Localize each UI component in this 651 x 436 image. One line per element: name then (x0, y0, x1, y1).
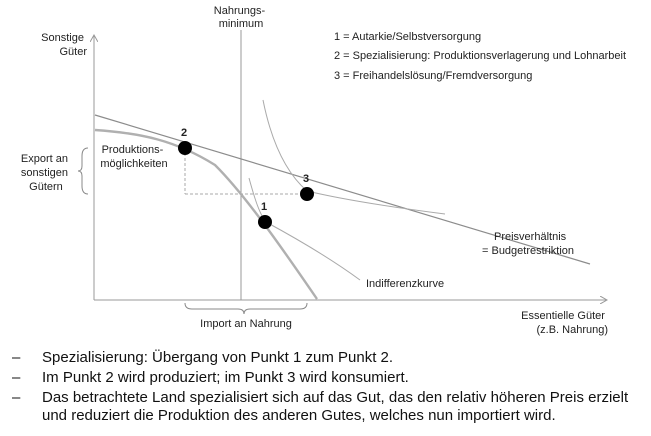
bullet-text: Im Punkt 2 wird produziert; im Punkt 3 w… (42, 369, 409, 386)
production-possibilities-label: Produktions- möglichkeiten (100, 144, 167, 170)
price-ratio-label: Preisverhältnis = Budgetrestriktion (482, 231, 574, 257)
bullet-item: – Das betrachtete Land spezialisiert sic… (12, 389, 642, 425)
y-axis-label: Sonstige Güter (41, 32, 87, 58)
import-label: Import an Nahrung (200, 318, 292, 330)
bullet-list: – Spezialisierung: Übergang von Punkt 1 … (12, 349, 642, 427)
bullet-text: Das betrachtete Land spezialisiert sich … (42, 389, 629, 424)
point-1-marker (258, 215, 272, 229)
legend-item-3: 3 = Freihandelslösung/Fremdversorgung (334, 70, 532, 82)
point-3-marker (300, 187, 314, 201)
export-brace (77, 147, 89, 195)
indifference-curve-upper (262, 99, 446, 215)
bullet-item: – Im Punkt 2 wird produziert; im Punkt 3… (12, 369, 642, 387)
bullet-item: – Spezialisierung: Übergang von Punkt 1 … (12, 349, 642, 367)
import-brace (184, 302, 308, 315)
bullet-dash: – (12, 349, 21, 366)
export-label: Export an sonstigen Gütern (21, 153, 71, 193)
point-2-label: 2 (181, 127, 187, 139)
x-axis-label: Essentielle Güter (z.B. Nahrung) (521, 310, 608, 336)
bullet-dash: – (12, 369, 21, 386)
bullet-text: Spezialisierung: Übergang von Punkt 1 zu… (42, 349, 394, 366)
point-2-marker (178, 141, 192, 155)
nahrungsminimum-label: Nahrungs- minimum (214, 5, 268, 30)
budget-line (94, 114, 591, 265)
production-possibilities-curve (94, 128, 318, 300)
bullet-dash: – (12, 389, 21, 406)
point-1-label: 1 (261, 201, 267, 213)
point-3-label: 3 (303, 173, 309, 185)
legend-item-2: 2 = Spezialisierung: Produktionsverlager… (334, 50, 626, 62)
trade-diagram: Sonstige Güter Essentielle Güter (z.B. N… (21, 5, 626, 336)
indifference-curve-label: Indifferenzkurve (366, 278, 444, 290)
legend-item-1: 1 = Autarkie/Selbstversorgung (334, 31, 481, 43)
